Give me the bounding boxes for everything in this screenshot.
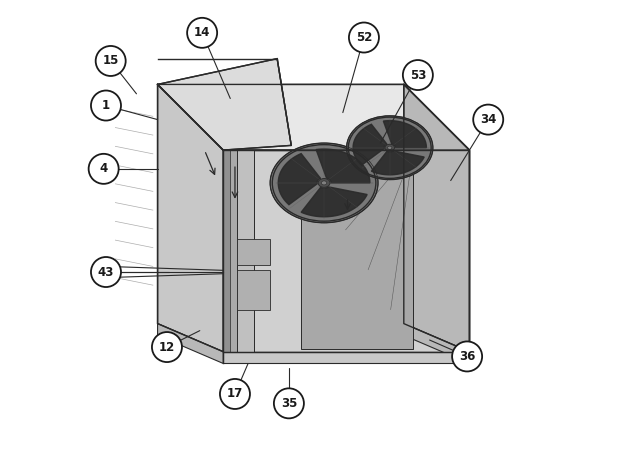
Circle shape [452,341,482,371]
Circle shape [152,332,182,362]
Text: 43: 43 [98,265,114,279]
Text: 14: 14 [194,26,210,39]
Text: 1: 1 [102,99,110,112]
Polygon shape [301,187,367,217]
Text: 34: 34 [480,113,497,126]
Polygon shape [237,270,270,310]
Polygon shape [371,151,424,175]
Text: 12: 12 [159,340,175,354]
Ellipse shape [347,116,433,180]
Ellipse shape [385,144,394,151]
Text: 4: 4 [100,162,108,175]
Polygon shape [157,59,291,150]
Circle shape [274,388,304,418]
Polygon shape [353,124,387,165]
Ellipse shape [270,143,378,223]
Polygon shape [404,84,469,352]
Circle shape [95,46,126,76]
Text: 52: 52 [356,31,372,44]
Polygon shape [316,149,370,183]
Polygon shape [404,324,469,363]
Ellipse shape [321,181,327,185]
Text: 35: 35 [281,397,297,410]
Polygon shape [301,150,413,349]
Ellipse shape [318,179,330,187]
Polygon shape [157,324,223,363]
Polygon shape [157,84,223,352]
Circle shape [91,91,121,121]
Ellipse shape [388,146,392,149]
Polygon shape [223,352,469,363]
Circle shape [220,379,250,409]
Polygon shape [278,153,321,204]
Circle shape [89,154,118,184]
Polygon shape [223,150,254,352]
Polygon shape [223,150,469,352]
Polygon shape [223,150,230,352]
Polygon shape [383,121,427,148]
Polygon shape [223,150,237,352]
Circle shape [91,257,121,287]
Text: 15: 15 [102,54,119,68]
Text: 36: 36 [459,350,476,363]
Circle shape [403,60,433,90]
Polygon shape [157,84,469,150]
Polygon shape [237,239,270,265]
Circle shape [187,18,217,48]
Circle shape [349,23,379,53]
Text: 17: 17 [227,387,243,401]
Circle shape [473,105,503,135]
Text: 53: 53 [410,68,426,82]
